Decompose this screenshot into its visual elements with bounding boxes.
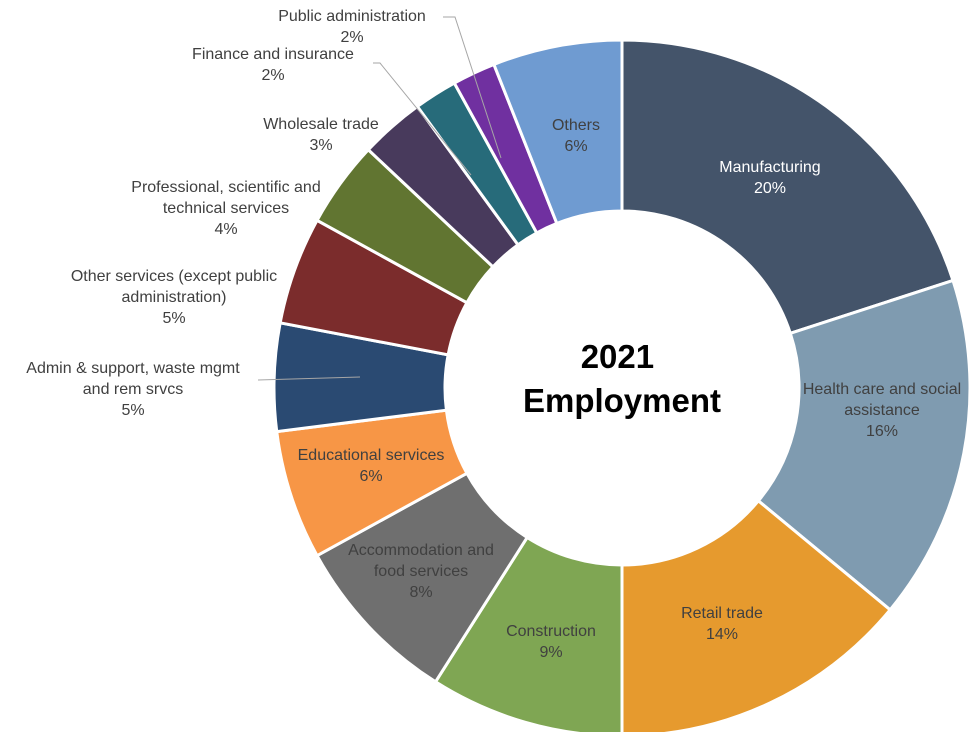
- slice-label-text: Construction: [506, 623, 596, 640]
- slice-labels: Manufacturing 20% Health care and social as…: [26, 8, 961, 661]
- slice-label-4: Accommodation and food services 8%: [348, 542, 494, 601]
- slice-value-label: 6%: [564, 138, 587, 155]
- slice-label-6: Admin & support, waste mgmt and rem srvcs…: [26, 360, 240, 419]
- slice-value-label: 5%: [121, 402, 144, 419]
- slice-label-text: Retail trade: [681, 605, 763, 622]
- donut-slices: [272, 38, 972, 732]
- slice-label-text: Manufacturing: [719, 159, 820, 176]
- center-label-line-1: 2021: [581, 338, 654, 375]
- slice-label-text: Educational services: [298, 447, 445, 464]
- slice-value-label: 8%: [409, 584, 432, 601]
- slice-value-label: 16%: [866, 423, 898, 440]
- slice-label-10: Finance and insurance 2%: [192, 46, 354, 84]
- slice-value-label: 3%: [309, 137, 332, 154]
- slice-1: [756, 278, 972, 612]
- slice-label-11: Public administration 2%: [278, 8, 426, 46]
- slice-label-text: Other services (except public: [71, 268, 277, 285]
- slice-12: [491, 38, 624, 226]
- slice-label-7: Other services (except public administrat…: [71, 268, 277, 327]
- slice-value-label: 5%: [162, 310, 185, 327]
- leader-line-11: [443, 16, 502, 159]
- slice-label-1: Health care and social assistance 16%: [803, 381, 961, 440]
- slice-label-12: Others 6%: [552, 117, 600, 155]
- center-label-line-2: Employment: [523, 382, 721, 419]
- slice-label-0: Manufacturing 20%: [719, 159, 820, 197]
- center-label: 2021 Employment: [523, 338, 721, 419]
- slice-value-label: 14%: [706, 626, 738, 643]
- slice-0: [620, 38, 955, 336]
- slice-value-label: 6%: [359, 468, 382, 485]
- slice-label-text: Admin & support, waste mgmt: [26, 360, 240, 377]
- slice-label-text: Health care and social: [803, 381, 961, 398]
- slice-label-text: Accommodation and: [348, 542, 494, 559]
- slice-label-9: Wholesale trade 3%: [263, 116, 379, 154]
- slice-2: [620, 498, 893, 732]
- slice-value-label: 2%: [340, 29, 363, 46]
- slice-value-label: 4%: [214, 221, 237, 238]
- slice-label-text: Others: [552, 117, 600, 134]
- slice-value-label: 2%: [261, 67, 284, 84]
- slice-label-text: assistance: [844, 402, 920, 419]
- slice-label-3: Construction 9%: [506, 623, 596, 661]
- slice-label-text: Professional, scientific and: [131, 179, 320, 196]
- slice-label-text: Wholesale trade: [263, 116, 379, 133]
- slice-label-8: Professional, scientific and technical se…: [131, 179, 320, 238]
- slice-label-2: Retail trade 14%: [681, 605, 763, 643]
- slice-label-text: technical services: [163, 200, 289, 217]
- slice-label-text: Public administration: [278, 8, 426, 25]
- slice-label-text: Finance and insurance: [192, 46, 354, 63]
- leader-line-6: [257, 376, 361, 381]
- slice-label-text: and rem srvcs: [83, 381, 183, 398]
- slice-label-text: food services: [374, 563, 468, 580]
- slice-value-label: 20%: [754, 180, 786, 197]
- slice-label-5: Educational services 6%: [298, 447, 445, 485]
- slice-value-label: 9%: [539, 644, 562, 661]
- slice-label-text: administration): [122, 289, 227, 306]
- leader-lines: [257, 16, 502, 381]
- leader-line-10: [373, 62, 472, 176]
